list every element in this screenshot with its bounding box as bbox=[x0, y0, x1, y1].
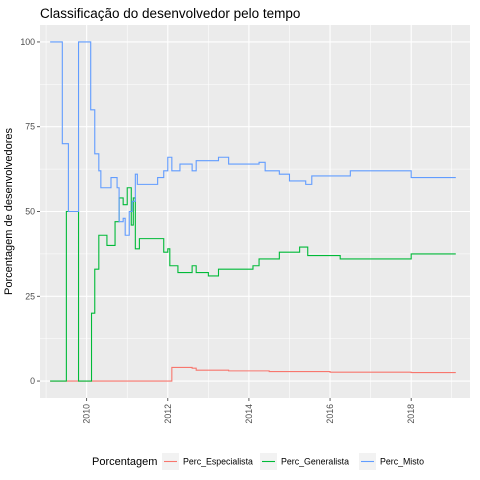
x-tick-label: 2014 bbox=[244, 404, 254, 424]
y-axis: 0 25 50 75 100 bbox=[20, 37, 40, 386]
series-layer bbox=[50, 41, 456, 382]
x-tick-label: 2016 bbox=[325, 404, 335, 424]
legend-label-perc-generalista: Perc_Generalista bbox=[281, 457, 349, 467]
x-tick-label: 2010 bbox=[82, 404, 92, 424]
y-tick-label: 25 bbox=[25, 291, 35, 301]
legend-label-perc-misto: Perc_Misto bbox=[380, 457, 424, 467]
legend-label-perc-especialista: Perc_Especialista bbox=[183, 457, 253, 467]
grid-major bbox=[40, 25, 470, 398]
series-line-perc-generalista bbox=[50, 187, 456, 382]
series-line-perc-misto bbox=[50, 41, 456, 236]
y-tick-label: 75 bbox=[25, 122, 35, 132]
x-axis: 2010 2012 2014 2016 2018 bbox=[82, 398, 416, 424]
y-tick-label: 0 bbox=[30, 376, 35, 386]
x-tick-label: 2012 bbox=[163, 404, 173, 424]
chart-title: Classificação do desenvolvedor pelo temp… bbox=[40, 6, 300, 21]
y-axis-title: Porcentagem de desenvolvedores bbox=[3, 128, 15, 295]
y-tick-label: 50 bbox=[25, 207, 35, 217]
x-tick-label: 2018 bbox=[406, 404, 416, 424]
y-tick-label: 100 bbox=[20, 37, 35, 47]
legend: Porcentagem Perc_Especialista Perc_Genera… bbox=[92, 453, 424, 470]
legend-title: Porcentagem bbox=[92, 456, 157, 468]
series-line-perc-especialista bbox=[50, 366, 456, 382]
